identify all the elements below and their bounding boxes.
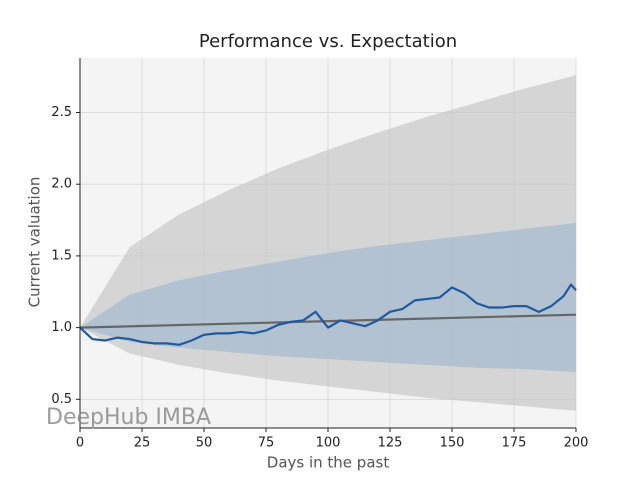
x-axis-label: Days in the past bbox=[267, 454, 390, 472]
x-tick-label: 100 bbox=[316, 436, 341, 451]
x-tick-label: 25 bbox=[134, 436, 151, 451]
y-tick-label: 2.0 bbox=[51, 177, 72, 192]
y-axis-label: Current valuation bbox=[26, 177, 44, 308]
x-tick-label: 0 bbox=[76, 436, 84, 451]
y-tick-label: 2.5 bbox=[51, 105, 72, 120]
x-tick-label: 150 bbox=[440, 436, 465, 451]
y-tick-label: 1.0 bbox=[51, 320, 72, 335]
watermark: DeepHub IMBA bbox=[46, 405, 211, 430]
y-tick-label: 0.5 bbox=[51, 392, 72, 407]
y-tick-label: 1.5 bbox=[51, 248, 72, 263]
x-tick-label: 200 bbox=[564, 436, 589, 451]
x-tick-label: 175 bbox=[502, 436, 527, 451]
x-tick-label: 50 bbox=[196, 436, 213, 451]
line bbox=[79, 313, 577, 329]
chart-title: Performance vs. Expectation bbox=[199, 31, 457, 52]
x-tick-label: 75 bbox=[258, 436, 275, 451]
x-tick-label: 125 bbox=[378, 436, 403, 451]
line bbox=[79, 283, 577, 346]
